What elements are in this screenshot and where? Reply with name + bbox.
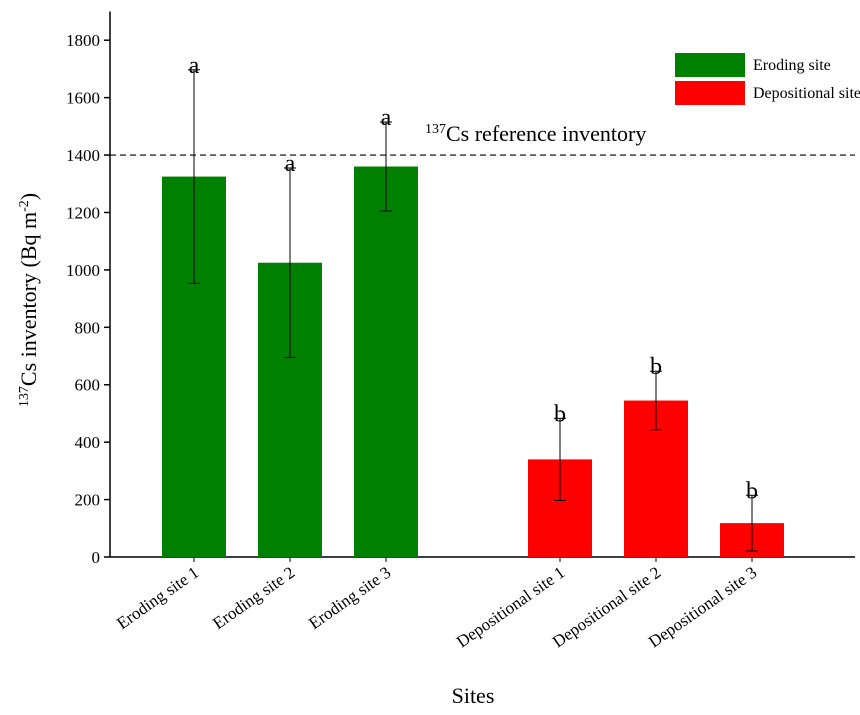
legend-label: Eroding site bbox=[753, 57, 831, 74]
reference-text: Cs reference inventory bbox=[446, 121, 646, 146]
error-bar bbox=[284, 167, 296, 358]
x-tick-label: Eroding site 1 bbox=[113, 563, 202, 633]
legend-swatch bbox=[675, 81, 745, 105]
bar bbox=[354, 166, 418, 557]
y-label-text: Cs inventory (Bq m bbox=[16, 212, 41, 386]
significance-letter: b bbox=[650, 354, 662, 380]
error-bar bbox=[380, 121, 392, 212]
y-tick-label: 0 bbox=[92, 548, 101, 567]
error-bar bbox=[746, 494, 758, 552]
significance-letter: a bbox=[189, 53, 200, 79]
x-tick-label: Eroding site 2 bbox=[209, 563, 298, 633]
y-label-sup: -2 bbox=[17, 200, 32, 212]
y-tick-label: 1400 bbox=[66, 146, 100, 165]
y-tick-label: 1600 bbox=[66, 89, 100, 108]
y-tick-label: 600 bbox=[75, 376, 101, 395]
y-label-sup: 137 bbox=[17, 386, 32, 407]
error-bar bbox=[554, 417, 566, 501]
y-tick-label: 1000 bbox=[66, 261, 100, 280]
x-tick-label: Eroding site 3 bbox=[305, 563, 394, 633]
significance-letter: a bbox=[381, 105, 392, 131]
reference-label: 137Cs reference inventory bbox=[425, 121, 646, 146]
significance-letter: a bbox=[285, 151, 296, 177]
y-tick-label: 1200 bbox=[66, 203, 100, 222]
error-bar bbox=[188, 69, 200, 284]
x-axis-label: Sites bbox=[452, 683, 495, 708]
legend-label: Depositional site bbox=[753, 85, 860, 102]
y-tick-label: 800 bbox=[75, 318, 101, 337]
y-label-text: ) bbox=[16, 193, 41, 200]
legend-swatch bbox=[675, 53, 745, 77]
significance-letter: b bbox=[746, 478, 758, 504]
error-bar bbox=[650, 370, 662, 431]
y-tick-label: 200 bbox=[75, 491, 101, 510]
reference-sup: 137 bbox=[425, 122, 446, 137]
y-axis-label: 137Cs inventory (Bq m-2) bbox=[16, 193, 41, 407]
significance-letter: b bbox=[554, 401, 566, 427]
y-tick-label: 400 bbox=[75, 433, 101, 452]
y-tick-label: 1800 bbox=[66, 31, 100, 50]
